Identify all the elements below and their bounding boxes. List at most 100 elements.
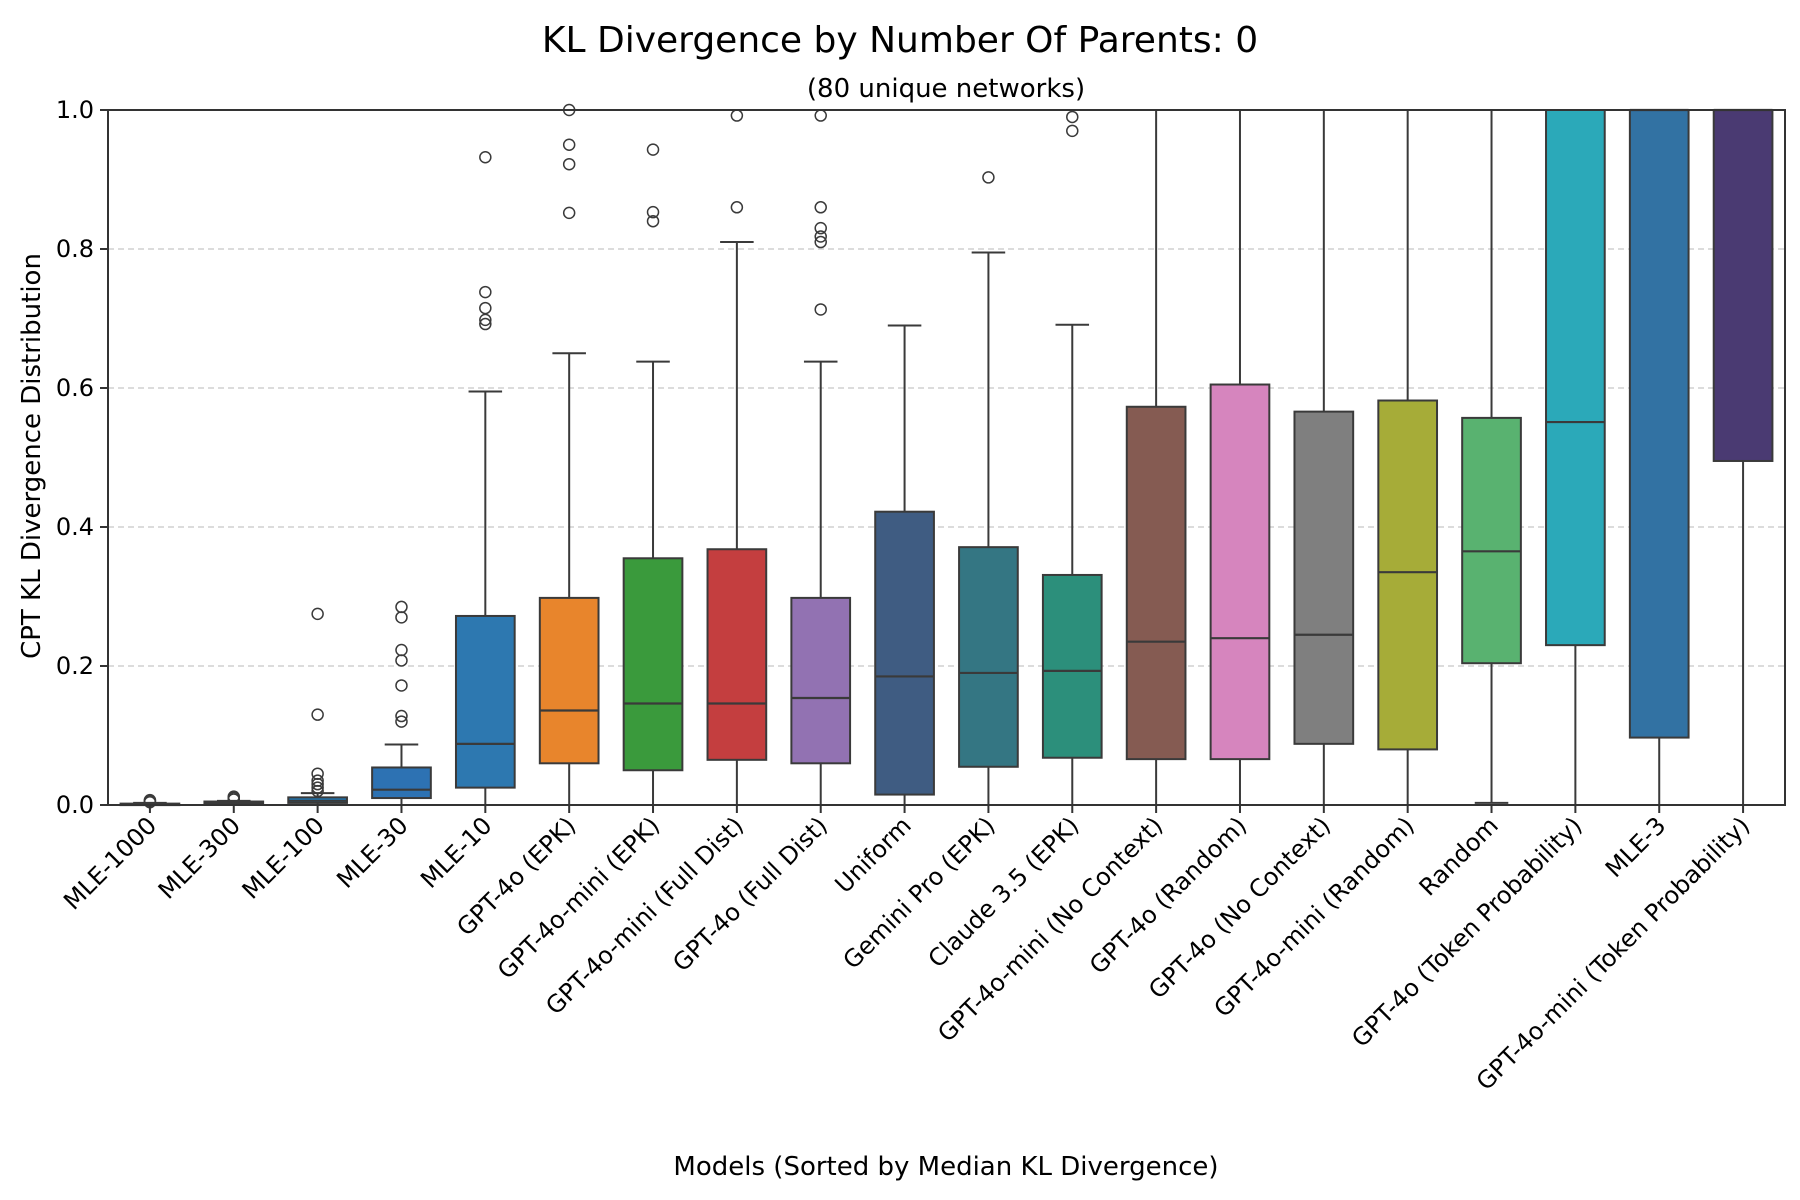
iqr-box [622,557,684,772]
x-tick-label: Uniform [830,811,917,898]
iqr-box [1545,109,1606,647]
x-tick-label: MLE-3 [1600,811,1672,883]
outlier-point [814,201,827,214]
outlier-point [814,230,827,243]
iqr-box [538,596,600,765]
iqr-box [1377,399,1439,751]
chart-title: KL Divergence by Number Of Parents: 0 [542,20,1258,61]
box-gemini-pro-epk [958,171,1019,806]
x-tick-label: MLE-10 [415,811,497,893]
outlier-point [479,285,492,299]
box-gpt-4o-epk [538,103,600,806]
outlier-point [395,611,408,624]
iqr-box [874,510,935,796]
iqr-box [958,546,1019,768]
y-tick-label: 1.0 [56,96,94,124]
x-tick-label: GPT-4o (Random) [1084,811,1252,979]
y-tick-label: 0.4 [56,513,94,541]
x-tick-label: MLE-1000 [58,811,162,915]
outlier-point [562,206,576,220]
outlier-point [395,600,408,614]
outlier-point [227,790,241,803]
outlier-point [395,709,408,723]
axes [100,109,1786,813]
box-mle-30 [371,600,432,806]
chart-subtitle: (80 unique networks) [807,74,1085,104]
outlier-point [395,715,408,728]
box-gpt-4o-mini-full-dist [706,109,768,806]
outlier-point [730,109,744,122]
box-gpt-4o-token-probability [1545,109,1606,806]
iqr-box [1461,416,1522,665]
box-mle-10 [454,151,516,806]
y-tick-label: 0.0 [56,791,94,819]
iqr-box [790,596,852,765]
box-mle-3 [1628,108,1690,806]
box-series [119,103,1774,809]
outlier-point [814,303,827,316]
iqr-box [371,766,432,800]
outlier-point [814,235,827,249]
box-gpt-4o-mini-token-probability [1712,108,1774,806]
iqr-box [1628,109,1690,739]
outlier-point [479,151,492,164]
outlier-point [395,643,408,657]
outlier-point [730,201,744,214]
box-mle-100 [287,607,348,806]
x-axis-label: Models (Sorted by Median KL Divergence) [673,1152,1218,1182]
x-tick-label: MLE-300 [153,811,246,904]
outlier-point [479,301,492,315]
box-claude-3-5-epk [1041,110,1103,806]
outlier-point [311,781,324,794]
box-mle-300 [203,790,265,806]
outlier-point [311,767,324,780]
iqr-box [1293,410,1355,745]
outlier-point [814,109,827,122]
iqr-box [706,548,768,761]
outlier-point [479,317,492,331]
outlier-point [646,205,660,219]
box-random [1461,109,1522,804]
outlier-point [562,138,576,151]
outlier-point [646,214,660,228]
iqr-box [1712,109,1774,462]
outlier-point [311,774,324,787]
iqr-box [1041,573,1103,759]
outlier-point [479,313,492,327]
x-tick-label: Gemini Pro (EPK) [838,811,1001,974]
outlier-point [311,607,324,621]
outlier-point [562,157,576,171]
box-gpt-4o-mini-epk [622,143,684,806]
outlier-point [646,143,660,156]
box-gpt-4o-mini-no-context [1125,109,1187,806]
x-tick-label: MLE-30 [331,811,413,893]
plot-frame [107,109,1786,806]
outlier-point [395,654,408,667]
y-tick-label: 0.8 [56,235,94,263]
y-tick-label: 0.2 [56,652,94,680]
box-gpt-4o-mini-random [1377,109,1439,806]
x-tick-label: Claude 3.5 (EPK) [923,811,1085,973]
box-gpt-4o-random [1209,109,1271,806]
x-tick-label: GPT-4o-mini (EPK) [492,811,665,984]
box-gpt-4o-full-dist [790,109,852,806]
y-tick-labels: 0.0 0.2 0.4 0.6 0.8 1.0 [56,96,94,819]
outlier-point [982,171,995,184]
iqr-box [454,614,516,789]
outlier-point [1066,124,1079,138]
outlier-point [395,679,408,692]
x-tick-label: MLE-100 [237,811,330,904]
y-axis-label: CPT KL Divergence Distribution [17,253,47,659]
outlier-point [814,221,827,235]
outlier-point [1066,110,1079,124]
grid-lines [108,248,1785,667]
iqr-box [1125,405,1187,761]
y-tick-label: 0.6 [56,374,94,402]
iqr-box [1209,383,1271,761]
box-gpt-4o-no-context [1293,109,1355,806]
outlier-point [311,708,324,721]
box-uniform [874,324,935,806]
x-tick-label: GPT-4o (Full Dist) [667,811,833,977]
